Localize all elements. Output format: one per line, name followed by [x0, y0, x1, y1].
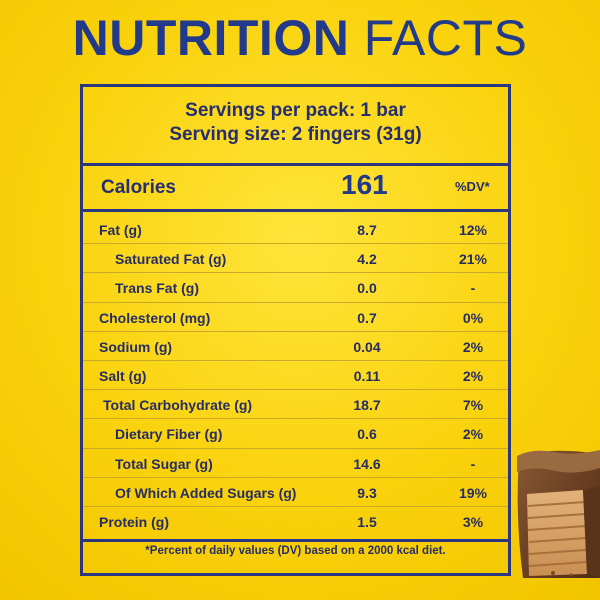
servings-per-pack: Servings per pack: 1 bar — [185, 100, 406, 121]
nutrient-dv: 12% — [458, 222, 488, 238]
table-row: Fat (g) 8.7 12% — [83, 215, 508, 245]
nutrient-value: 9.3 — [357, 484, 377, 501]
nutrient-value: 18.7 — [353, 397, 381, 414]
nutrition-facts-panel: Servings per pack: 1 bar Serving size: 2… — [80, 84, 511, 576]
nutrient-value: 8.7 — [357, 222, 377, 238]
nutrient-name: Total Sugar (g) — [115, 455, 213, 472]
table-row: Sodium (g) 0.04 2% — [83, 332, 508, 361]
nutrient-name: Trans Fat (g) — [115, 280, 200, 297]
nutrient-dv: 0% — [462, 309, 484, 326]
nutrient-dv: 2% — [462, 426, 484, 443]
nutrient-dv: 19% — [458, 484, 488, 501]
nutrient-value: 1.5 — [357, 513, 377, 530]
nutrient-name: Salt (g) — [99, 367, 147, 384]
nutrient-value: 14.6 — [353, 455, 381, 472]
nutrient-value: 0.7 — [357, 309, 377, 326]
serving-info: Servings per pack: 1 bar Serving size: 2… — [83, 87, 508, 163]
nutrient-value: 4.2 — [357, 251, 377, 268]
title-nutrition: NUTRITION — [72, 10, 350, 66]
nutrient-dv: 7% — [462, 397, 484, 414]
nutrient-value: 0.0 — [357, 280, 377, 297]
nutrient-dv: 21% — [458, 251, 488, 268]
table-row: Total Carbohydrate (g) 18.7 7% — [83, 390, 508, 420]
table-row: Protein (g) 1.5 3% — [83, 507, 508, 536]
nutrient-name: Sodium (g) — [99, 338, 173, 355]
table-row: Cholesterol (mg) 0.7 0% — [83, 303, 508, 332]
nutrient-dv: 2% — [462, 367, 484, 384]
chocolate-wafer-bar-image — [517, 450, 600, 578]
dv-header: %DV* — [455, 179, 490, 194]
nutrient-name: Of Which Added Sugars (g) — [115, 484, 297, 501]
divider-calories — [83, 209, 508, 212]
page-title: NUTRITION FACTS — [0, 8, 600, 68]
calories-label: Calories — [101, 177, 176, 198]
nutrient-value: 0.04 — [353, 338, 381, 355]
serving-size: Serving size: 2 fingers (31g) — [169, 124, 422, 145]
nutrient-dv: 3% — [462, 513, 484, 530]
title-facts: FACTS — [363, 10, 528, 66]
divider-serving — [83, 163, 508, 166]
calories-row: Calories 161 %DV* — [83, 167, 508, 209]
table-row: Trans Fat (g) 0.0 - — [83, 273, 508, 303]
nutrient-name: Saturated Fat (g) — [115, 251, 227, 268]
dv-footnote: *Percent of daily values (DV) based on a… — [145, 545, 446, 557]
nutrient-table: Fat (g) 8.7 12% Saturated Fat (g) 4.2 21… — [83, 215, 508, 536]
table-row: Of Which Added Sugars (g) 9.3 19% — [83, 478, 508, 507]
divider-footnote — [83, 539, 508, 542]
nutrient-name: Cholesterol (mg) — [99, 309, 211, 326]
table-row: Salt (g) 0.11 2% — [83, 361, 508, 391]
nutrient-value: 0.6 — [357, 426, 377, 443]
nutrient-dv: 2% — [462, 338, 484, 355]
table-row: Saturated Fat (g) 4.2 21% — [83, 244, 508, 274]
nutrient-name: Total Carbohydrate (g) — [103, 397, 253, 414]
nutrient-value: 0.11 — [353, 367, 381, 384]
nutrient-dv: - — [470, 280, 476, 297]
calories-value: 161 — [341, 169, 388, 200]
table-row: Dietary Fiber (g) 0.6 2% — [83, 419, 508, 449]
nutrient-name: Dietary Fiber (g) — [115, 426, 223, 443]
nutrient-name: Fat (g) — [99, 222, 142, 238]
nutrient-dv: - — [470, 455, 476, 472]
nutrient-name: Protein (g) — [99, 513, 169, 530]
table-row: Total Sugar (g) 14.6 - — [83, 449, 508, 478]
